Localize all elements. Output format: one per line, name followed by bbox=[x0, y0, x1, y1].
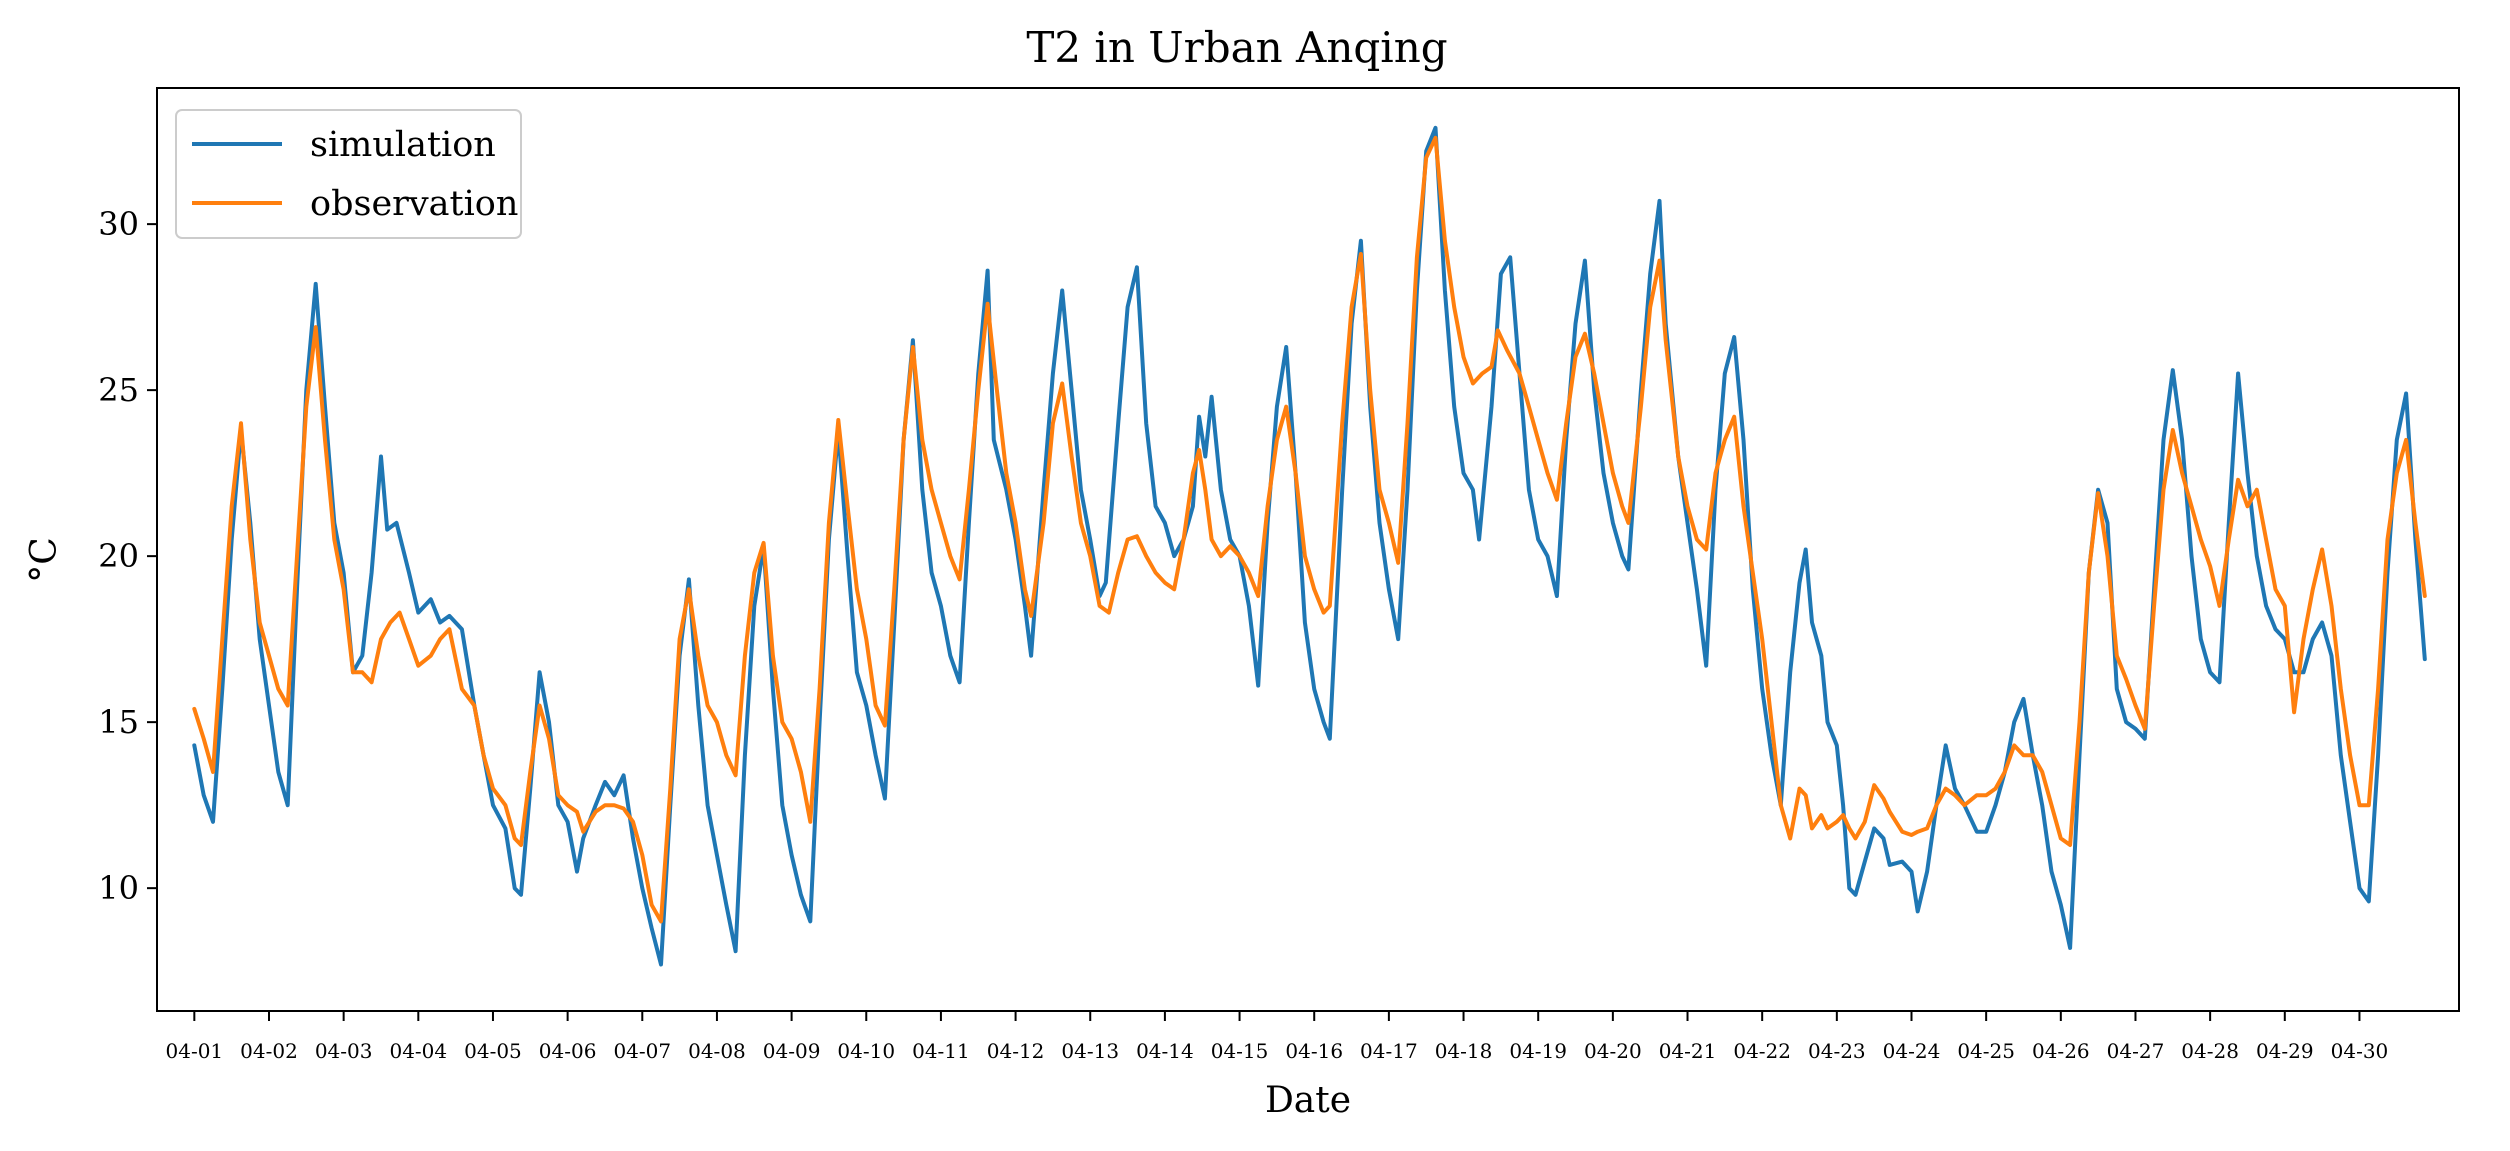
x-tick-label: 04-17 bbox=[1360, 1039, 1418, 1063]
x-tick-label: 04-19 bbox=[1509, 1039, 1567, 1063]
x-tick-label: 04-07 bbox=[613, 1039, 671, 1063]
x-tick-label: 04-25 bbox=[1957, 1039, 2015, 1063]
x-tick-label: 04-02 bbox=[240, 1039, 298, 1063]
x-tick-labels: 04-01 04-02 04-03 04-04 04-05 04-06 04-07 04-08… bbox=[166, 1039, 2389, 1063]
x-tick-label: 04-10 bbox=[837, 1039, 895, 1063]
x-tick-label: 04-11 bbox=[912, 1039, 970, 1063]
y-tick-label: 15 bbox=[98, 703, 139, 741]
x-tick-label: 04-18 bbox=[1435, 1039, 1493, 1063]
series-lines bbox=[192, 125, 2427, 967]
x-tick-label: 04-24 bbox=[1883, 1039, 1941, 1063]
x-tick-label: 04-13 bbox=[1061, 1039, 1119, 1063]
legend-label-observation: observation bbox=[310, 184, 518, 224]
chart-title: T2 in Urban Anqing bbox=[1026, 23, 1447, 72]
y-axis-label: °C bbox=[24, 537, 65, 583]
x-tick-label: 04-16 bbox=[1285, 1039, 1343, 1063]
y-tick-label: 10 bbox=[98, 869, 139, 907]
y-tick-label: 20 bbox=[98, 537, 139, 575]
x-tick-label: 04-01 bbox=[166, 1039, 224, 1063]
x-axis-label: Date bbox=[1265, 1080, 1351, 1121]
x-tick-label: 04-26 bbox=[2032, 1039, 2090, 1063]
y-tick-label: 25 bbox=[98, 371, 139, 409]
series-line-observation bbox=[192, 135, 2427, 924]
legend: simulation observation bbox=[175, 109, 522, 239]
x-tick-label: 04-21 bbox=[1659, 1039, 1717, 1063]
y-tick-label: 30 bbox=[98, 205, 139, 243]
y-tick-labels: 10 15 20 25 30 bbox=[98, 205, 139, 907]
x-tick-label: 04-30 bbox=[2331, 1039, 2389, 1063]
axis-ticks bbox=[147, 223, 2361, 1021]
plot-frame bbox=[156, 87, 2460, 1012]
legend-label-simulation: simulation bbox=[310, 125, 496, 165]
x-tick-label: 04-06 bbox=[539, 1039, 597, 1063]
series-line-simulation bbox=[192, 125, 2427, 967]
x-tick-label: 04-20 bbox=[1584, 1039, 1642, 1063]
x-tick-label: 04-03 bbox=[315, 1039, 373, 1063]
x-tick-label: 04-23 bbox=[1808, 1039, 1866, 1063]
x-tick-label: 04-28 bbox=[2181, 1039, 2239, 1063]
x-tick-label: 04-14 bbox=[1136, 1039, 1194, 1063]
x-tick-label: 04-22 bbox=[1733, 1039, 1791, 1063]
x-tick-label: 04-15 bbox=[1211, 1039, 1269, 1063]
x-tick-label: 04-04 bbox=[389, 1039, 447, 1063]
x-tick-label: 04-05 bbox=[464, 1039, 522, 1063]
x-tick-label: 04-08 bbox=[688, 1039, 746, 1063]
x-tick-label: 04-12 bbox=[987, 1039, 1045, 1063]
x-tick-label: 04-27 bbox=[2107, 1039, 2165, 1063]
x-tick-label: 04-29 bbox=[2256, 1039, 2314, 1063]
x-tick-label: 04-09 bbox=[763, 1039, 821, 1063]
